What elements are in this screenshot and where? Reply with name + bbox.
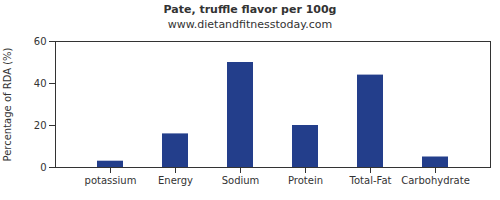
svg-text:40: 40 bbox=[34, 78, 47, 89]
svg-text:Sodium: Sodium bbox=[222, 175, 260, 186]
svg-text:Carbohydrate: Carbohydrate bbox=[401, 175, 470, 186]
svg-text:Energy: Energy bbox=[158, 175, 193, 186]
svg-text:Total-Fat: Total-Fat bbox=[349, 175, 392, 186]
svg-text:60: 60 bbox=[34, 36, 47, 47]
svg-text:potassium: potassium bbox=[85, 175, 137, 186]
svg-text:0: 0 bbox=[40, 162, 46, 173]
html-text:www.dietandfitnesstoday.com: www.dietandfitnesstoday.com bbox=[167, 18, 333, 31]
svg-text:Protein: Protein bbox=[288, 175, 323, 186]
svg-text:Percentage of RDA (%): Percentage of RDA (%) bbox=[2, 47, 13, 161]
html-text:Pate, truffle flavor per 100g: Pate, truffle flavor per 100g bbox=[163, 3, 337, 16]
svg-text:20: 20 bbox=[34, 120, 47, 131]
